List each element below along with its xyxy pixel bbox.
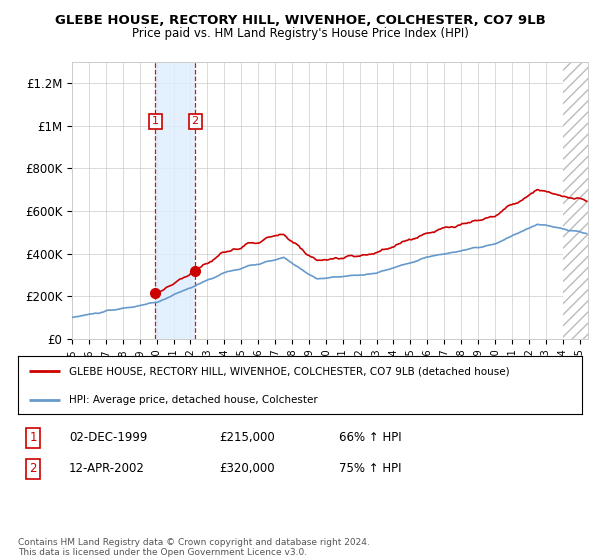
Text: Contains HM Land Registry data © Crown copyright and database right 2024.
This d: Contains HM Land Registry data © Crown c… — [18, 538, 370, 557]
Text: 02-DEC-1999: 02-DEC-1999 — [69, 431, 148, 445]
Text: 66% ↑ HPI: 66% ↑ HPI — [339, 431, 401, 445]
Text: GLEBE HOUSE, RECTORY HILL, WIVENHOE, COLCHESTER, CO7 9LB (detached house): GLEBE HOUSE, RECTORY HILL, WIVENHOE, COL… — [69, 366, 509, 376]
Text: 1: 1 — [29, 431, 37, 445]
Text: 75% ↑ HPI: 75% ↑ HPI — [339, 462, 401, 475]
Text: HPI: Average price, detached house, Colchester: HPI: Average price, detached house, Colc… — [69, 395, 317, 405]
Bar — [155, 62, 195, 339]
Text: 1: 1 — [152, 116, 159, 127]
Text: Price paid vs. HM Land Registry's House Price Index (HPI): Price paid vs. HM Land Registry's House … — [131, 27, 469, 40]
Text: 2: 2 — [191, 116, 199, 127]
Text: £320,000: £320,000 — [219, 462, 275, 475]
Text: 2: 2 — [29, 462, 37, 475]
Text: 12-APR-2002: 12-APR-2002 — [69, 462, 145, 475]
Text: £215,000: £215,000 — [219, 431, 275, 445]
Bar — [563, 62, 588, 339]
Text: GLEBE HOUSE, RECTORY HILL, WIVENHOE, COLCHESTER, CO7 9LB: GLEBE HOUSE, RECTORY HILL, WIVENHOE, COL… — [55, 14, 545, 27]
